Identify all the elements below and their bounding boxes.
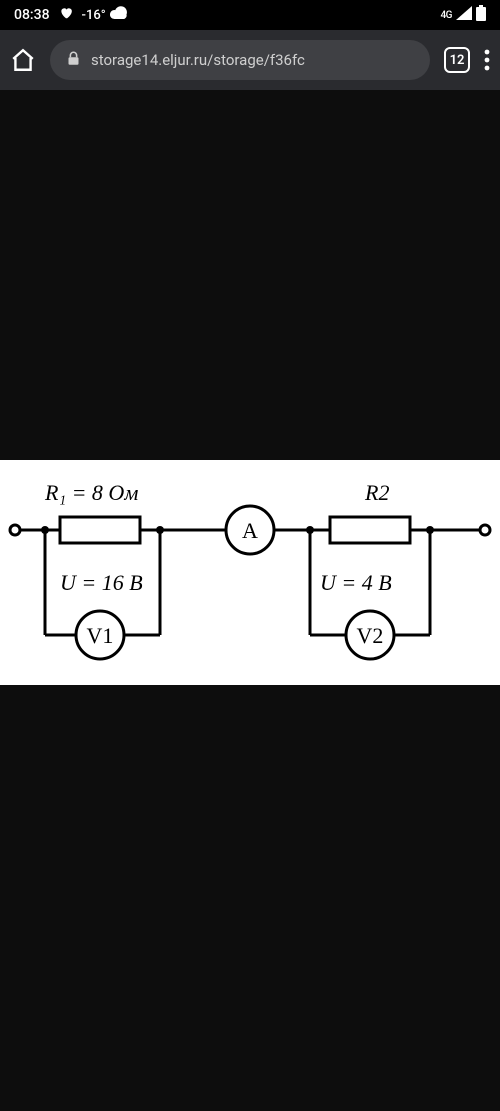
circuit-svg: R₁ = 8 Ом R2 U = 16 В U = 4 В A V1 V2: [0, 460, 500, 685]
tabs-count: 12: [450, 53, 465, 68]
lock-icon: [66, 50, 81, 71]
status-right-cluster: 4G: [441, 5, 487, 25]
status-time: 08:38: [14, 7, 50, 23]
cloud-icon: [110, 6, 128, 24]
battery-icon: [476, 5, 486, 25]
android-status-bar: 08:38 -16° 4G: [0, 0, 500, 30]
circuit-figure: R₁ = 8 Ом R2 U = 16 В U = 4 В A V1 V2: [0, 460, 500, 685]
r1-label: R₁ = 8 Ом: [44, 480, 138, 505]
v1-label: V1: [87, 623, 114, 648]
browser-toolbar: storage14.eljur.ru/storage/f36fc 12: [0, 30, 500, 90]
status-left-cluster: 08:38 -16°: [14, 6, 128, 24]
tabs-button[interactable]: 12: [444, 47, 470, 73]
v2-label: V2: [357, 623, 384, 648]
status-temperature: -16°: [82, 8, 106, 23]
network-type: 4G: [441, 10, 453, 21]
u2-label: U = 4 В: [320, 570, 392, 595]
r2-label: R2: [364, 480, 389, 505]
page-viewport[interactable]: R₁ = 8 Ом R2 U = 16 В U = 4 В A V1 V2: [0, 90, 500, 1111]
overflow-menu-button[interactable]: [484, 49, 490, 71]
ammeter-label: A: [242, 518, 258, 543]
address-bar[interactable]: storage14.eljur.ru/storage/f36fc: [50, 40, 430, 80]
home-button[interactable]: [10, 47, 36, 73]
heart-rate-icon: [58, 6, 74, 24]
status-weather: -16°: [82, 6, 128, 24]
u1-label: U = 16 В: [60, 570, 143, 595]
url-text: storage14.eljur.ru/storage/f36fc: [91, 51, 305, 69]
signal-icon: [456, 6, 472, 24]
